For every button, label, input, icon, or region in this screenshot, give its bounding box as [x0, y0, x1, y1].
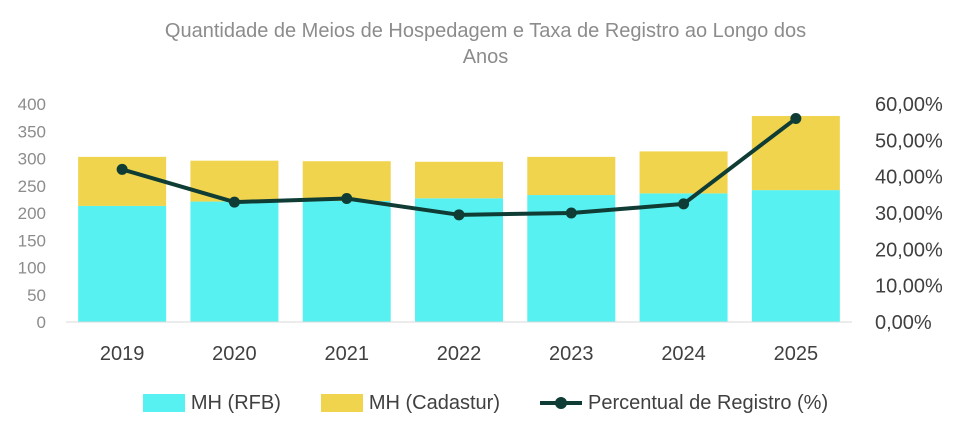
y-left-tick-label: 150	[18, 231, 46, 250]
x-tick-label-2020: 2020	[212, 343, 257, 365]
y-right-tick-label: 40,00%	[875, 167, 943, 189]
point-percentual-2025	[790, 113, 802, 125]
chart-title-line-2: Anos	[462, 46, 509, 68]
x-tick-label-2019: 2019	[100, 343, 145, 365]
point-percentual-2019	[116, 163, 128, 175]
bar-cadastur-2025	[751, 115, 840, 191]
bar-cadastur-2020	[190, 160, 279, 202]
chart-title-line-1: Quantidade de Meios de Hospedagem e Taxa…	[164, 20, 807, 42]
legend-item-cadastur: MH (Cadastur)	[320, 391, 500, 415]
point-percentual-2020	[228, 196, 240, 208]
legend-swatch-cadastur	[320, 394, 363, 412]
y-left-tick-label: 300	[18, 150, 46, 169]
x-tick-label-2024: 2024	[661, 343, 706, 365]
x-tick-label-2022: 2022	[437, 343, 482, 365]
bar-cadastur-2024	[639, 151, 728, 194]
legend-swatch-percentual	[540, 394, 582, 412]
point-percentual-2021	[341, 192, 353, 204]
y-left-tick-label: 100	[18, 259, 46, 278]
y-left-tick-label: 200	[18, 204, 46, 223]
bar-rfb-2024	[639, 193, 728, 322]
bar-rfb-2020	[190, 201, 279, 322]
x-tick-label-2021: 2021	[324, 343, 369, 365]
legend-item-percentual: Percentual de Registro (%)	[540, 392, 828, 415]
y-left-tick-label: 50	[27, 286, 46, 305]
legend-label-percentual: Percentual de Registro (%)	[588, 391, 829, 414]
y-right-tick-label: 20,00%	[875, 239, 943, 261]
chart-title: Quantidade de Meios de Hospedagem e Taxa…	[0, 18, 971, 70]
y-left-tick-label: 0	[37, 313, 46, 332]
point-percentual-2024	[678, 198, 690, 210]
legend: MH (RFB) MH (Cadastur) Percentual de Reg…	[0, 388, 971, 418]
x-tick-label-2023: 2023	[549, 343, 594, 365]
y-left-tick-label: 250	[18, 177, 46, 196]
legend-item-rfb: MH (RFB)	[142, 391, 281, 415]
bar-cadastur-2023	[527, 156, 616, 196]
bar-cadastur-2022	[415, 161, 503, 199]
y-right-tick-label: 50,00%	[875, 130, 943, 152]
y-right-tick-label: 30,00%	[875, 203, 943, 225]
y-right-tick-label: 0,00%	[875, 312, 932, 334]
point-percentual-2022	[453, 209, 465, 221]
legend-label-rfb: MH (RFB)	[190, 391, 281, 414]
bar-rfb-2025	[751, 190, 840, 322]
bar-rfb-2021	[302, 201, 391, 322]
point-percentual-2023	[565, 207, 577, 219]
legend-swatch-rfb	[142, 394, 185, 412]
y-left-tick-label: 350	[18, 122, 46, 141]
y-right-tick-label: 60,00%	[875, 94, 943, 116]
y-left-tick-label: 400	[18, 95, 46, 114]
x-tick-label-2025: 2025	[774, 343, 819, 365]
legend-label-cadastur: MH (Cadastur)	[368, 391, 500, 414]
bar-rfb-2019	[78, 205, 167, 322]
y-right-tick-label: 10,00%	[875, 276, 943, 298]
